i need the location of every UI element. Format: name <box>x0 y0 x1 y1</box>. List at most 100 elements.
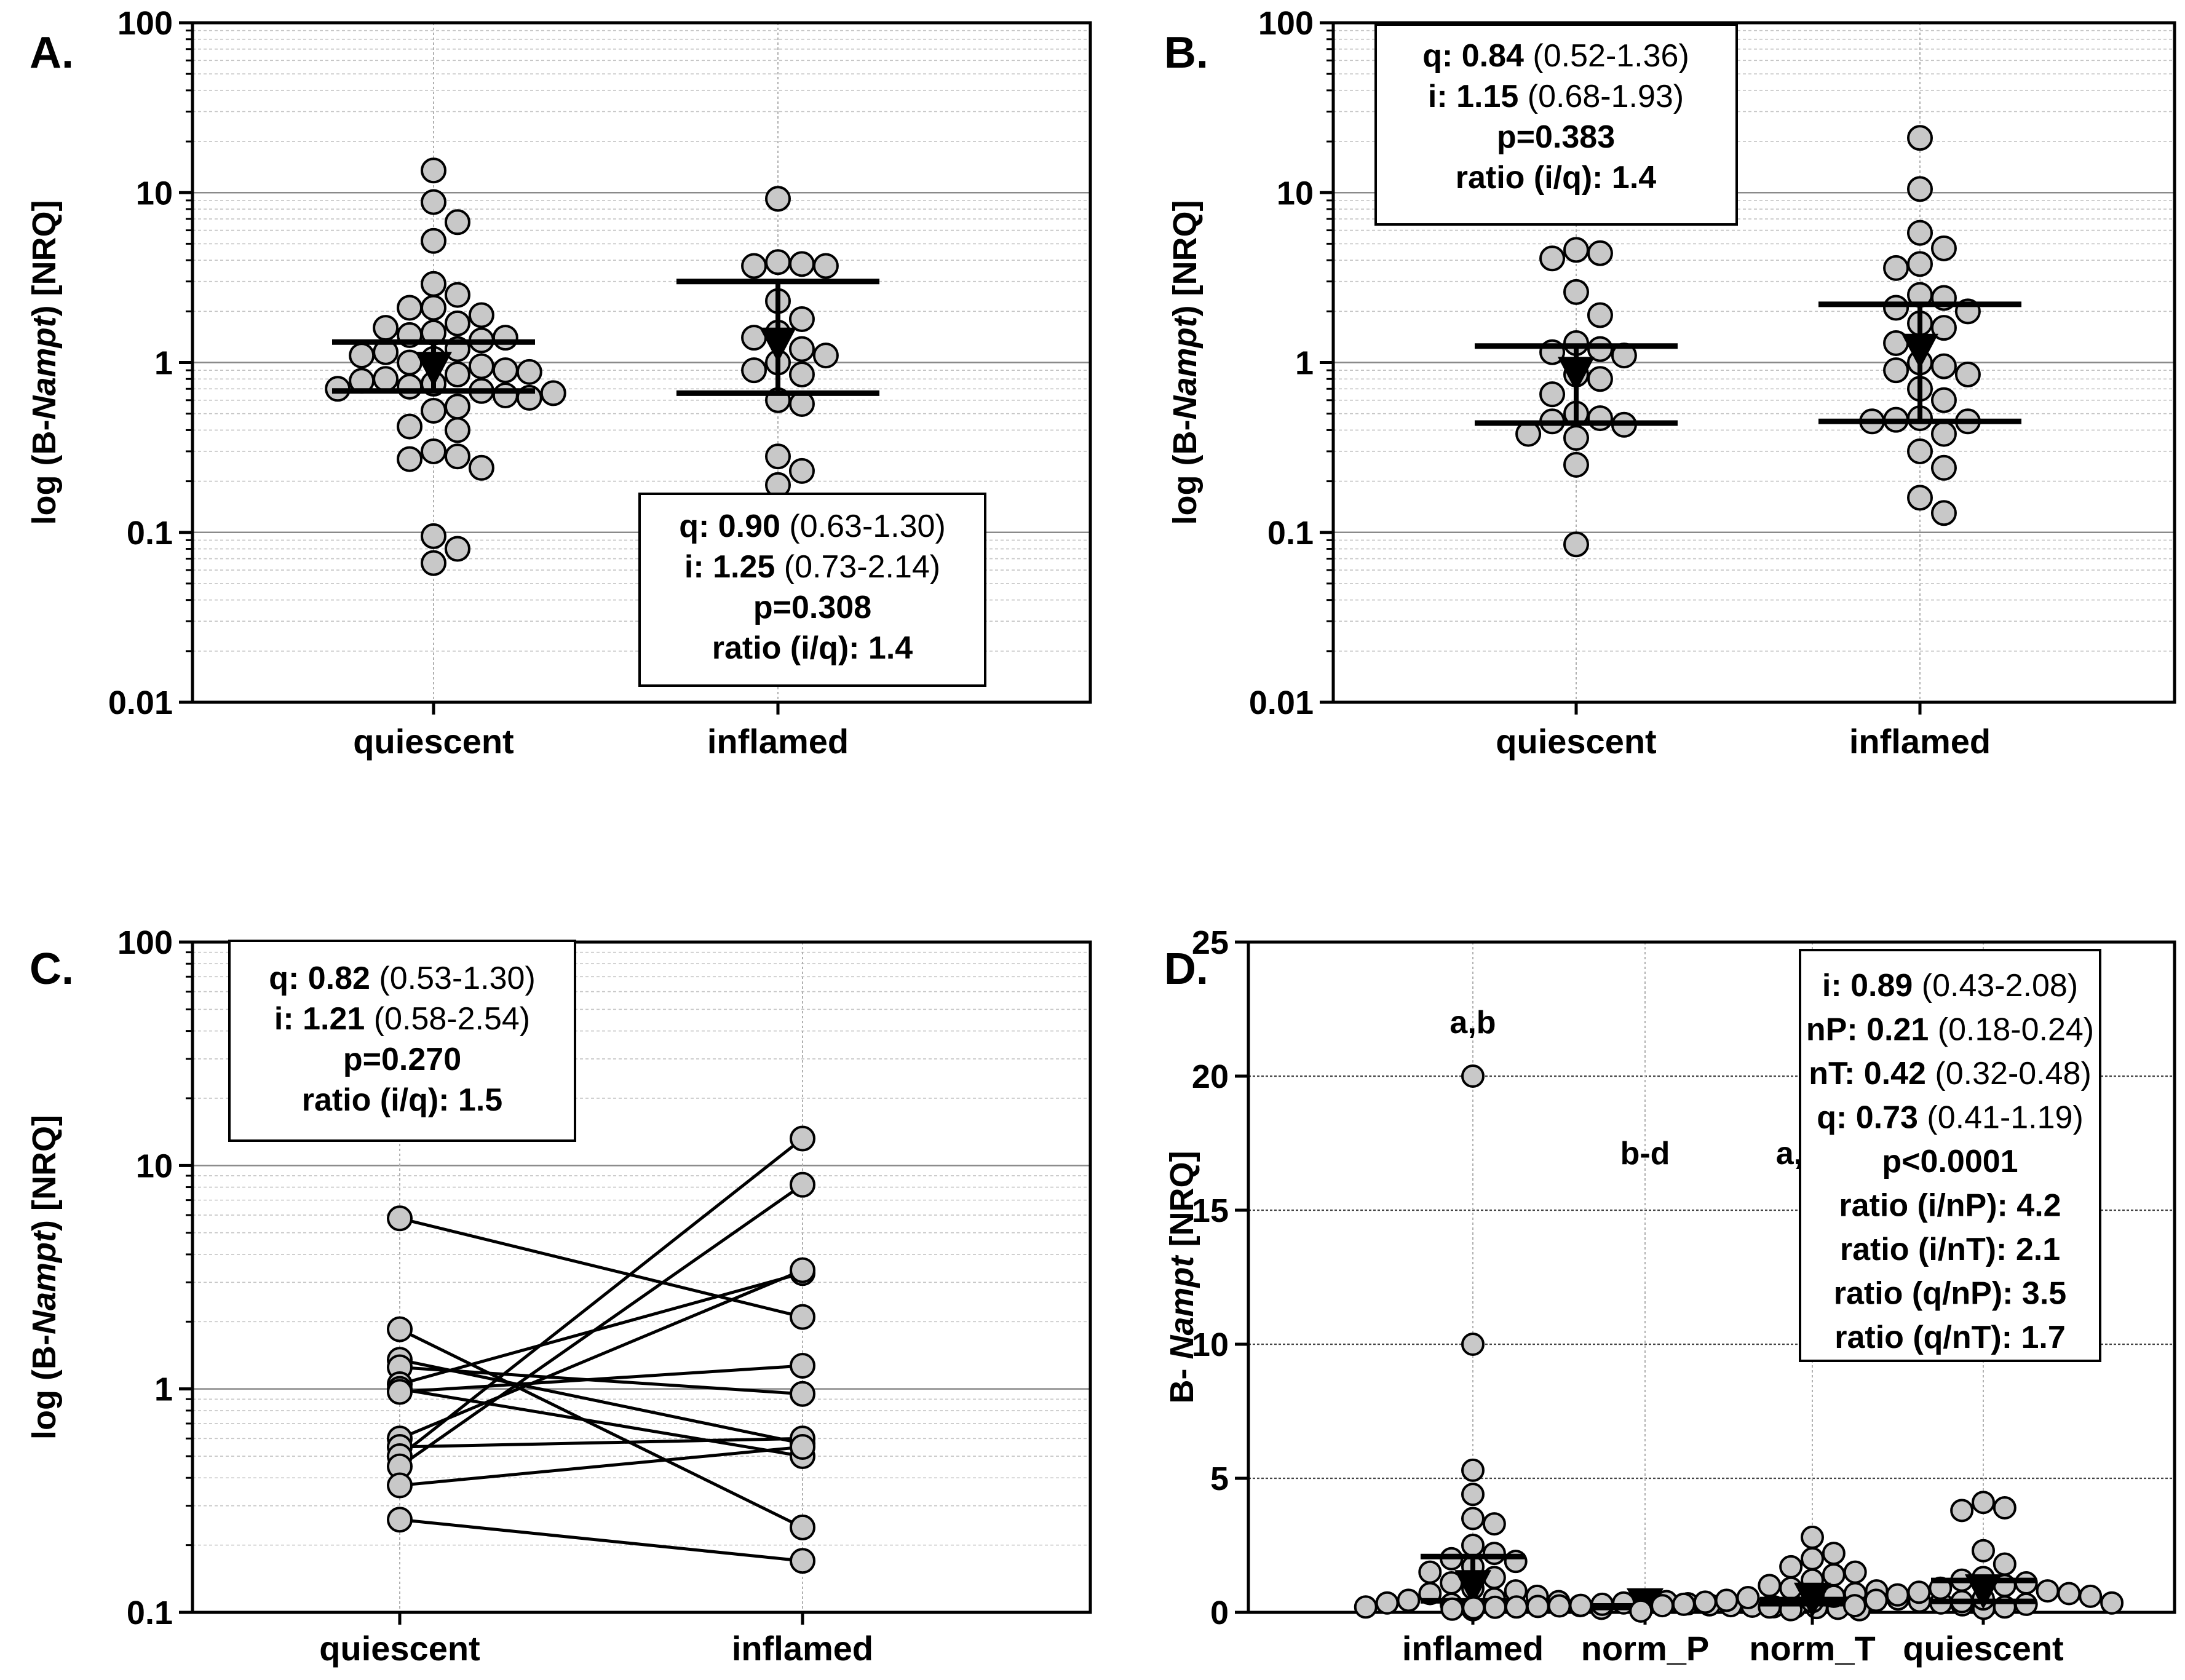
data-point <box>421 228 446 254</box>
data-point <box>2079 1584 2103 1608</box>
data-point <box>1993 1552 2016 1576</box>
data-point <box>1758 1574 1782 1598</box>
stats-value: p=0.270 <box>343 1042 461 1077</box>
y-axis-label: log (B-Nampt) [NRQ] <box>26 200 63 525</box>
data-point <box>741 357 767 384</box>
stats-ci: (0.53-1.30) <box>370 961 536 996</box>
stats-line: p=0.308 <box>753 590 871 625</box>
data-point <box>788 458 815 484</box>
stats-value: ratio (i/nT): 2.1 <box>1840 1232 2060 1267</box>
data-point <box>1482 1512 1506 1536</box>
x-tick-label: quiescent <box>319 1629 480 1668</box>
median-marker <box>415 352 452 387</box>
data-point <box>1930 235 1957 261</box>
y-tick-label: 5 <box>1210 1460 1229 1497</box>
stats-line: i: 1.15 (0.68-1.93) <box>1428 79 1684 114</box>
data-point <box>1504 1595 1528 1619</box>
y-tick-label: 10 <box>1192 1326 1229 1363</box>
data-point <box>1587 405 1613 432</box>
data-point <box>421 550 446 576</box>
stats-value: ratio (q/nT): 1.7 <box>1834 1320 2066 1355</box>
y-tick-label: 10 <box>136 1147 173 1184</box>
stats-box <box>1799 949 2101 1362</box>
data-point <box>1907 176 1933 202</box>
data-point <box>444 536 470 562</box>
data-point <box>1462 1596 1486 1620</box>
data-point <box>1864 1588 1888 1612</box>
y-axis-label-gene: Nampt <box>1167 315 1204 419</box>
stats-key: q: <box>269 961 308 996</box>
stats-box <box>638 493 986 687</box>
data-point <box>1375 1591 1399 1615</box>
paired-line <box>399 1216 803 1319</box>
stats-value: ratio (i/q): 1.5 <box>302 1082 502 1118</box>
stats-ci: (0.43-2.08) <box>1913 968 2078 1004</box>
data-point <box>492 325 518 351</box>
y-axis-label-suffix: ) [NRQ] <box>26 200 63 317</box>
data-point <box>1587 240 1613 266</box>
stats-line: i: 0.89 (0.43-2.08) <box>1822 968 2078 1004</box>
data-point <box>1569 1593 1593 1617</box>
data-point <box>1483 1595 1507 1619</box>
y-axis-label: log (B-Nampt) [NRQ] <box>26 1115 63 1440</box>
stats-key: i: <box>684 549 713 585</box>
paired-line <box>399 1445 803 1488</box>
data-point <box>1563 531 1589 558</box>
data-point <box>788 306 815 332</box>
median-marker <box>759 327 796 363</box>
data-point <box>444 361 470 387</box>
data-point <box>421 157 446 184</box>
data-point <box>1440 1597 1464 1621</box>
data-point <box>387 1316 413 1342</box>
data-point <box>1418 1560 1442 1584</box>
stats-value: ratio (i/q): 1.4 <box>1456 160 1657 196</box>
stats-key: nT: <box>1809 1056 1864 1092</box>
data-point <box>1886 1583 1909 1607</box>
stats-value: 1.25 <box>713 549 775 585</box>
stats-line: p=0.270 <box>343 1042 461 1077</box>
y-tick-label: 100 <box>117 924 173 961</box>
stats-key: i: <box>1822 968 1850 1004</box>
panel-1: 100 10 1 0.1 0.01 quiescent inflamed A. log (B-N… <box>26 5 1092 761</box>
data-point <box>790 1257 815 1283</box>
stats-value: ratio (i/q): 1.4 <box>712 630 913 666</box>
stats-line: q: 0.82 (0.53-1.30) <box>269 961 536 996</box>
data-point <box>444 282 470 308</box>
data-point <box>1651 1594 1675 1618</box>
data-point <box>1461 1534 1485 1557</box>
data-point <box>1907 125 1933 151</box>
y-tick-label: 1 <box>1295 345 1314 382</box>
paired-line <box>399 1328 804 1529</box>
x-tick-label: norm_T <box>1749 1629 1875 1668</box>
data-point <box>788 251 815 277</box>
y-axis-label-prefix: log (B- <box>1167 420 1204 525</box>
stats-value: p<0.0001 <box>1882 1144 2018 1179</box>
stats-box <box>1374 23 1738 226</box>
data-point <box>1907 1580 1931 1604</box>
data-point <box>790 1304 815 1330</box>
data-point <box>1461 1458 1485 1482</box>
data-point <box>765 186 791 212</box>
y-tick-label: 10 <box>1277 175 1314 212</box>
stats-ci: (0.73-2.14) <box>775 549 940 585</box>
stats-value: ratio (i/nP): 4.2 <box>1839 1188 2061 1224</box>
data-point <box>790 1171 815 1198</box>
stats-line: nP: 0.21 (0.18-0.24) <box>1806 1012 2094 1048</box>
y-tick-label: 0 <box>1210 1595 1229 1631</box>
panel-2: 100 10 1 0.1 0.01 quiescent inflamed B. log (B-N… <box>1164 5 2176 761</box>
data-point <box>1587 336 1613 362</box>
data-point <box>765 443 791 470</box>
data-point <box>2036 1579 2060 1603</box>
data-point <box>516 359 542 385</box>
y-axis-label-suffix: ) [NRQ] <box>26 1115 63 1231</box>
stats-value: 1.15 <box>1456 79 1518 114</box>
data-point <box>1563 279 1589 305</box>
data-point <box>1972 1491 1995 1515</box>
median-marker <box>1454 1570 1491 1606</box>
x-tick-label: inflamed <box>1402 1629 1544 1668</box>
stats-line: nT: 0.42 (0.32-0.48) <box>1809 1056 2092 1092</box>
data-point <box>1354 1595 1378 1619</box>
y-tick-label: 1 <box>154 1371 173 1408</box>
data-point <box>1587 302 1613 328</box>
data-point <box>1801 1525 1824 1549</box>
